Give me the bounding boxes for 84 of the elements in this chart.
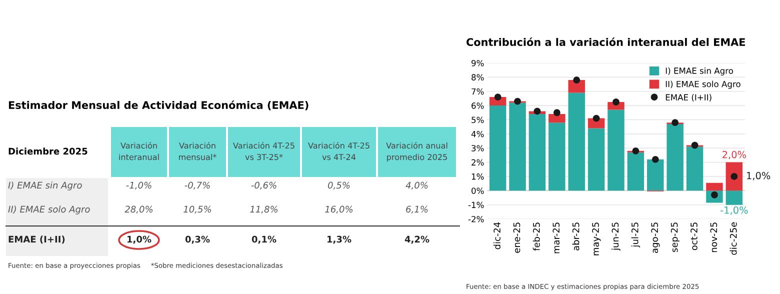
category-label: EMAE (I+II) <box>8 236 65 244</box>
point <box>652 156 659 163</box>
text: Estimador Mensual de Actividad Económica (EMAE) <box>8 100 308 110</box>
point <box>514 98 521 105</box>
bar <box>726 162 743 191</box>
bar <box>489 106 506 191</box>
bar <box>627 152 644 191</box>
text: 4,2% <box>404 236 430 244</box>
x-tick-label: ago-25 <box>651 222 660 253</box>
point <box>592 114 600 122</box>
text: 28,0% <box>124 206 153 214</box>
y-tick-label: 5% <box>472 116 484 124</box>
category-label: Variación interanual <box>119 142 159 160</box>
y-tick-label: 7% <box>472 88 484 95</box>
text: 11,8% <box>250 206 278 214</box>
bar <box>608 110 624 191</box>
y-tick-label: 4% <box>471 130 484 138</box>
legend-label: II) EMAE solo Agro <box>666 80 740 89</box>
point <box>553 109 560 116</box>
text: 4,0% <box>406 182 428 190</box>
bar <box>568 92 585 191</box>
category-label: Variación 4T-25 vs 4T-24 <box>308 142 370 160</box>
text: 0,5% <box>328 182 350 190</box>
category-label: II) EMAE solo Agro <box>8 206 90 214</box>
category-label: I) EMAE sin Agro <box>8 182 82 190</box>
x-tick-label: jul-25 <box>631 222 640 248</box>
point <box>691 142 698 149</box>
x-tick-label: jun-25 <box>612 222 620 251</box>
x-tick-label: nov-25 <box>710 222 718 252</box>
text: -0,6% <box>251 182 276 190</box>
data-label: 2,0% <box>722 150 746 160</box>
bar <box>706 182 723 191</box>
text: 0,3% <box>185 236 210 244</box>
text: 1,3% <box>328 236 352 244</box>
text: Diciembre 2025 <box>8 148 88 155</box>
bar <box>528 114 546 191</box>
category-label: Variación mensual* <box>179 142 216 160</box>
y-tick-label: 1% <box>472 173 484 180</box>
point <box>494 94 502 101</box>
y-tick-label: 9% <box>472 60 484 66</box>
point <box>573 76 580 84</box>
x-tick-label: dic-25e <box>730 222 737 255</box>
y-tick-label: -1% <box>468 202 484 208</box>
legend-label: EMAE (I+II) <box>666 94 712 102</box>
point <box>534 108 541 115</box>
text: -1,0% <box>126 182 152 190</box>
text: -0,7% <box>184 182 210 190</box>
x-tick-label: ene-25 <box>513 222 520 253</box>
bar <box>548 114 566 123</box>
point <box>632 147 640 154</box>
y-tick-label: 0% <box>472 188 484 194</box>
text: 10,5% <box>184 206 212 214</box>
x-tick-label: may-25 <box>592 222 601 256</box>
x-tick-label: feb-25 <box>532 222 540 251</box>
y-tick-label: -2% <box>468 216 484 222</box>
data-label: 1,0% <box>747 172 770 180</box>
y-tick-label: 2% <box>472 159 484 166</box>
data-label: -1,0% <box>720 206 748 215</box>
bar <box>666 124 684 191</box>
bar <box>568 80 585 93</box>
bar <box>686 146 704 191</box>
x-tick-label: sep-25 <box>670 222 680 252</box>
text: 1,0% <box>128 236 152 244</box>
text: 0,1% <box>252 236 276 244</box>
point <box>672 119 679 126</box>
y-tick-label: 8% <box>472 74 484 80</box>
text: 6,1% <box>406 206 428 214</box>
point <box>612 98 620 106</box>
bar <box>509 102 526 191</box>
bar <box>548 122 566 191</box>
bar <box>726 190 743 205</box>
x-tick-label: oct-25 <box>690 222 698 250</box>
chart-title: Contribución a la variación interanual del EMAE <box>466 38 745 46</box>
x-tick-label: abr-25 <box>572 222 580 250</box>
category-label: Variación 4T-25 vs 3T-25* <box>233 142 294 160</box>
x-tick-label: mar-25 <box>552 222 560 254</box>
y-tick-label: 6% <box>472 102 484 109</box>
y-tick-label: 3% <box>472 145 484 152</box>
text: 16,0% <box>325 206 353 214</box>
bar <box>647 159 664 191</box>
category-label: Variación anual promedio 2025 <box>386 142 448 162</box>
legend-label: I) EMAE sin Agro <box>666 67 734 76</box>
bar <box>588 128 605 191</box>
x-tick-label: dic-24 <box>493 222 500 250</box>
